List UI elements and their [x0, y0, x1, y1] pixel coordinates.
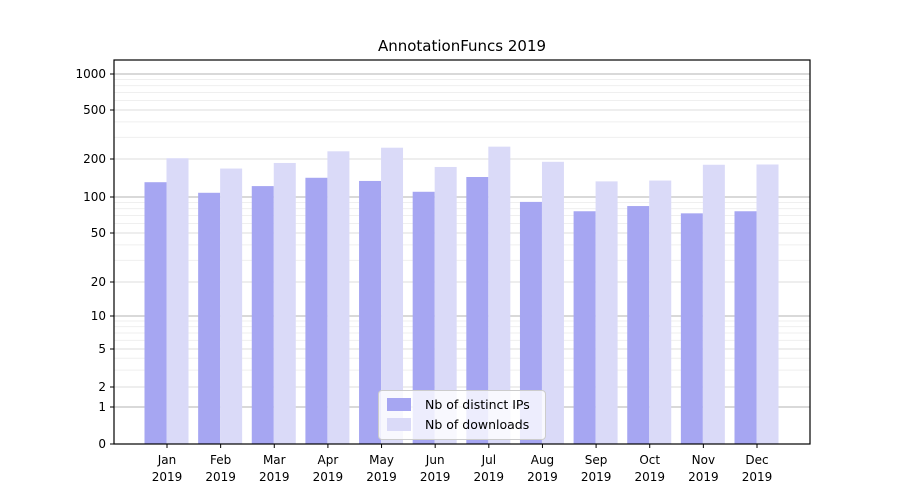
- y-tick-label: 10: [91, 309, 106, 323]
- x-tick-label-year: 2019: [634, 470, 665, 484]
- x-tick-label-month: Apr: [318, 453, 339, 467]
- axes-frame: [113, 59, 811, 445]
- y-tick-label: 1000: [75, 67, 106, 81]
- bar-ips-dec: [734, 211, 757, 444]
- bar-ips-jun: [412, 191, 435, 444]
- x-tick-label-year: 2019: [527, 470, 558, 484]
- x-tick-label-year: 2019: [259, 470, 290, 484]
- legend-label-downloads: Nb of downloads: [425, 417, 530, 432]
- x-tick-label-month: Jan: [157, 453, 177, 467]
- bar-ips-feb: [198, 192, 221, 444]
- x-tick-label-month: Aug: [531, 453, 554, 467]
- y-tick-label: 0: [98, 437, 106, 451]
- bar-downloads-apr: [327, 151, 350, 445]
- bar-downloads-sep: [595, 181, 618, 445]
- x-tick-label-year: 2019: [313, 470, 344, 484]
- x-tick-label-month: Jun: [425, 453, 445, 467]
- bar-downloads-oct: [649, 180, 672, 444]
- x-tick-label-year: 2019: [581, 470, 612, 484]
- y-tick-label: 100: [83, 190, 106, 204]
- legend-label-distinct-ips: Nb of distinct IPs: [425, 397, 530, 412]
- bar-ips-nov: [680, 213, 703, 444]
- bar-downloads-dec: [756, 164, 779, 444]
- legend-item-distinct-ips: Nb of distinct IPs: [387, 397, 537, 412]
- x-tick-label-month: Nov: [692, 453, 715, 467]
- bar-ips-oct: [627, 206, 650, 444]
- x-tick-label-year: 2019: [152, 470, 183, 484]
- x-tick-label-month: Oct: [639, 453, 660, 467]
- bar-downloads-feb: [220, 168, 243, 444]
- x-tick-label-month: Dec: [745, 453, 768, 467]
- x-tick-label-month: Jul: [481, 453, 496, 467]
- bar-downloads-nov: [702, 164, 725, 444]
- bar-downloads-jan: [166, 158, 189, 445]
- bar-ips-apr: [305, 177, 328, 445]
- x-tick-label-month: May: [369, 453, 394, 467]
- bar-downloads-jul: [488, 146, 511, 444]
- bar-ips-mar: [251, 186, 274, 444]
- x-tick-label-month: Mar: [263, 453, 286, 467]
- chart-title: AnnotationFuncs 2019: [377, 37, 547, 55]
- y-tick-label: 1: [98, 400, 106, 414]
- legend-item-downloads: Nb of downloads: [387, 417, 537, 432]
- bar-ips-sep: [573, 211, 596, 444]
- x-tick-label-year: 2019: [474, 470, 505, 484]
- x-tick-label-year: 2019: [205, 470, 236, 484]
- bar-downloads-may: [381, 147, 404, 445]
- bar-ips-aug: [519, 201, 542, 444]
- y-tick-label: 50: [91, 226, 106, 240]
- bar-ips-may: [359, 180, 382, 444]
- legend-swatch-distinct-ips: [387, 398, 411, 411]
- bar-ips-jul: [466, 177, 489, 444]
- bar-ips-jan: [144, 182, 167, 444]
- x-tick-label-year: 2019: [742, 470, 773, 484]
- x-tick-label-year: 2019: [688, 470, 719, 484]
- legend-swatch-downloads: [387, 418, 411, 431]
- y-tick-label: 2: [98, 380, 106, 394]
- y-tick-label: 5: [98, 342, 106, 356]
- bar-downloads-jun: [434, 166, 457, 444]
- y-tick-label: 200: [83, 152, 106, 166]
- x-tick-label-month: Sep: [585, 453, 608, 467]
- y-tick-label: 20: [91, 275, 106, 289]
- y-tick-label: 500: [83, 103, 106, 117]
- x-tick-label-year: 2019: [420, 470, 451, 484]
- x-tick-label-month: Feb: [210, 453, 231, 467]
- x-tick-label-year: 2019: [366, 470, 397, 484]
- bar-downloads-aug: [541, 161, 564, 445]
- bar-downloads-mar: [273, 162, 296, 444]
- legend: Nb of distinct IPs Nb of downloads: [378, 390, 546, 440]
